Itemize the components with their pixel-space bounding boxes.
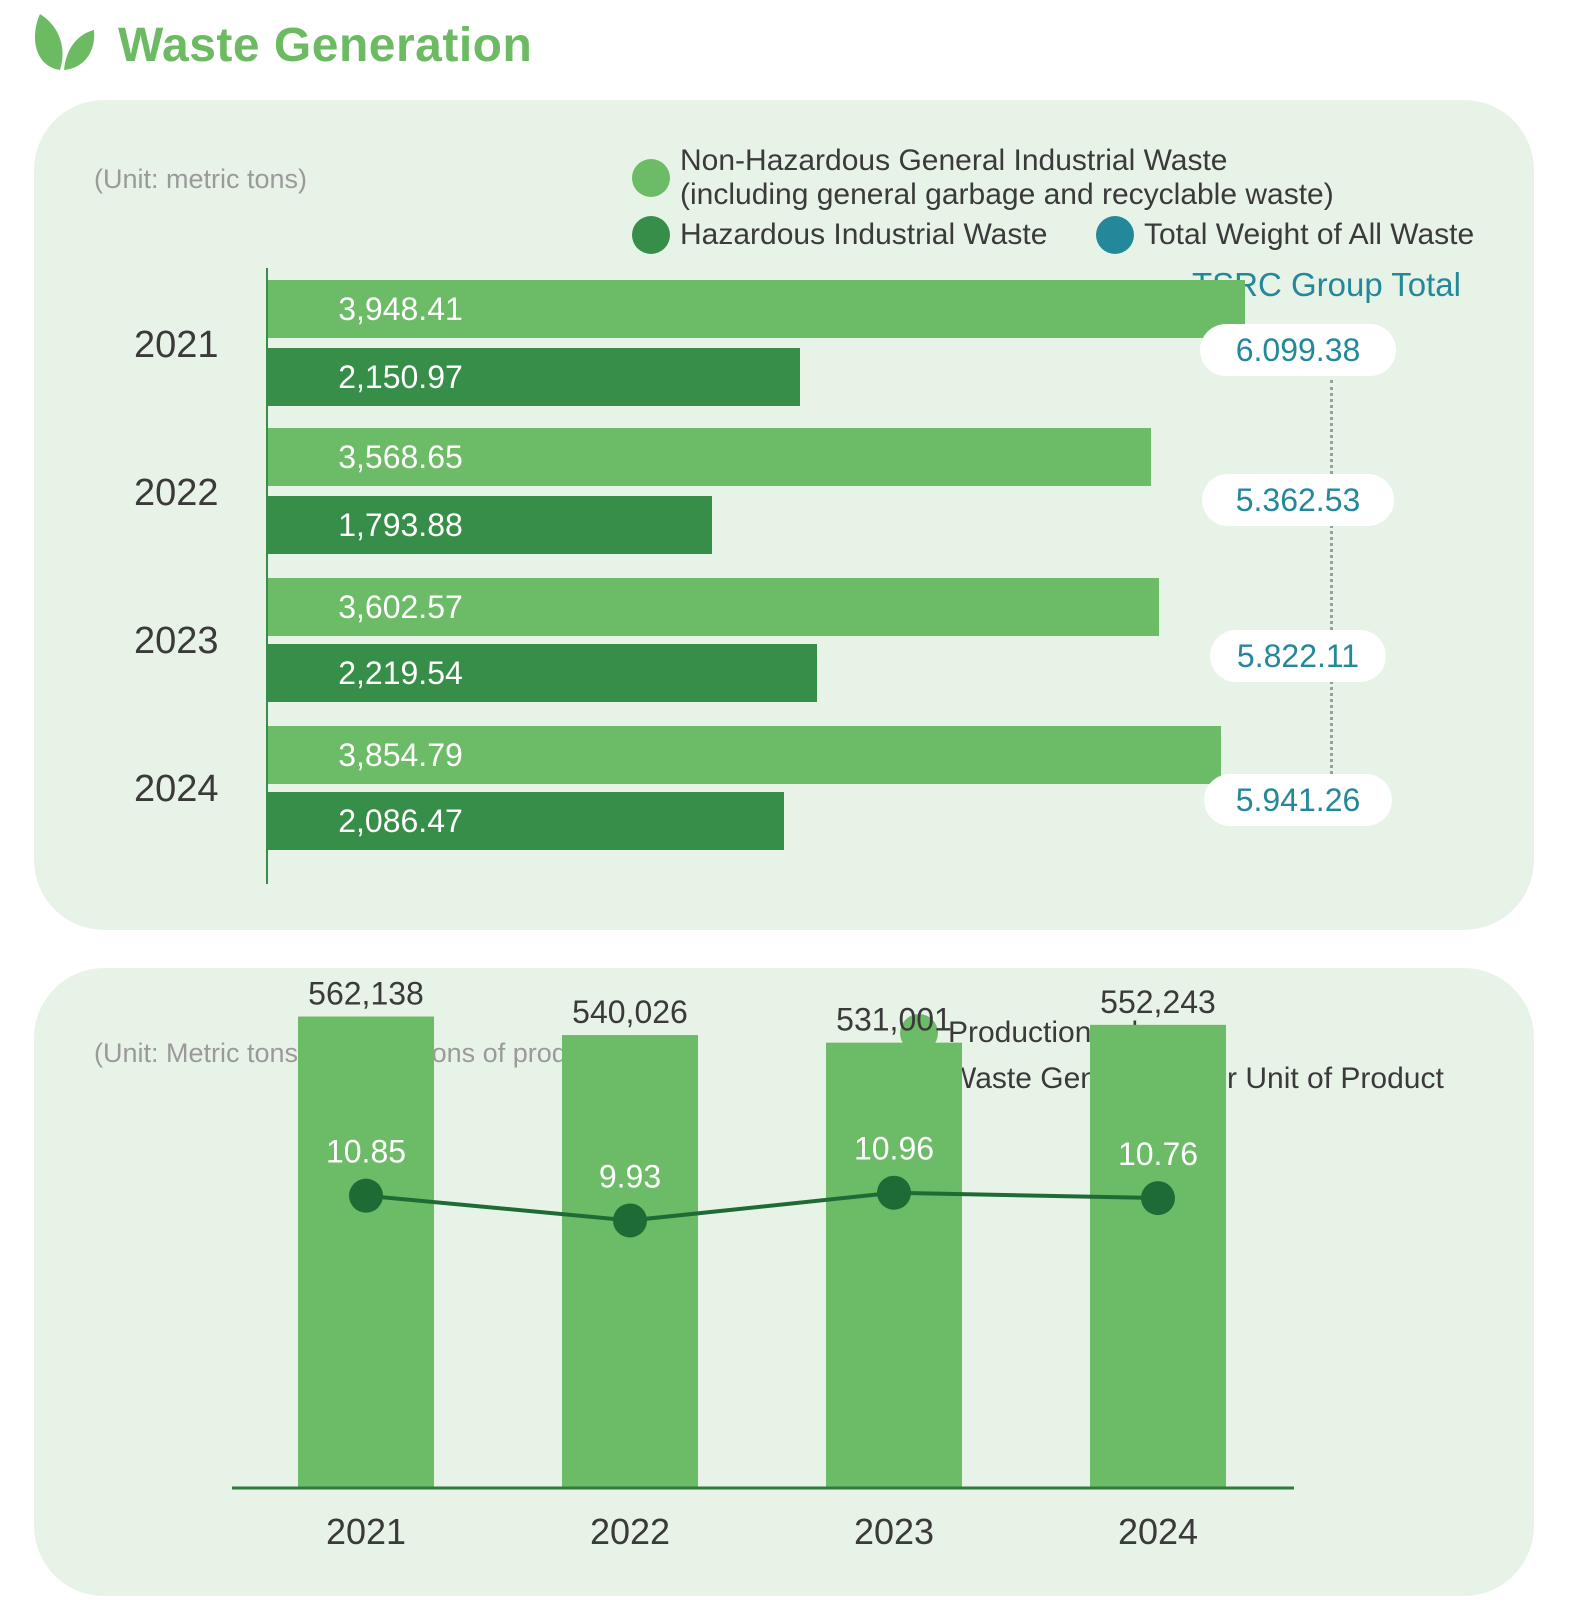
legend-non-hazardous-line1: Non-Hazardous General Industrial Waste: [680, 144, 1228, 177]
legend-swatch-teal: [1096, 216, 1134, 254]
production-value-label-2021: 562,138: [308, 976, 424, 1012]
total-pill-2024: 5.941.26: [1204, 774, 1392, 826]
y-axis-line: [266, 268, 268, 884]
waste-per-unit-point-2024: [1141, 1181, 1175, 1216]
legend-hazardous-label: Hazardous Industrial Waste: [680, 218, 1048, 251]
year-label-2024: 2024: [134, 768, 219, 810]
legend-hazardous: Hazardous Industrial Waste: [632, 216, 1047, 254]
bar-hazardous-2022: 1,793.88: [268, 496, 712, 554]
x-tick-label-2021: 2021: [326, 1511, 406, 1552]
production-panel: (Unit: Metric tons/thousand tons of prod…: [34, 968, 1534, 1596]
production-value-label-2024: 552,243: [1100, 984, 1216, 1020]
unit-label: (Unit: metric tons): [94, 164, 308, 194]
value-label: 1,793.88: [338, 506, 463, 543]
bar-non-hazardous-2022: 3,568.65: [268, 428, 1151, 486]
total-connector-line: [1330, 380, 1333, 780]
x-tick-label-2023: 2023: [854, 1511, 934, 1552]
year-label-2022: 2022: [134, 472, 219, 514]
waste-per-unit-label-2024: 10.76: [1118, 1136, 1198, 1172]
value-label: 3,854.79: [338, 736, 463, 773]
page-title: Waste Generation: [118, 19, 533, 72]
total-pill-2023: 5.822.11: [1210, 630, 1386, 682]
waste-per-unit-label-2022: 9.93: [599, 1158, 661, 1194]
year-label-2023: 2023: [134, 620, 219, 662]
header: Waste Generation: [30, 8, 730, 78]
x-tick-label-2022: 2022: [590, 1511, 670, 1552]
year-label-2021: 2021: [134, 324, 219, 366]
bar-non-hazardous-2023: 3,602.57: [268, 578, 1159, 636]
value-label: 3,948.41: [338, 290, 463, 327]
bar-hazardous-2021: 2,150.97: [268, 348, 800, 406]
legend-total: Total Weight of All Waste: [1096, 216, 1474, 254]
production-combo-chart: 562,138 2021 540,026 2022 531,001 2023 552,243…: [232, 976, 1294, 1552]
production-bar-2022: [562, 1035, 698, 1488]
leaf-icon: [34, 14, 95, 70]
legend-swatch-light: [632, 159, 670, 197]
bar-hazardous-2023: 2,219.54: [268, 644, 817, 702]
value-label: 3,602.57: [338, 588, 463, 625]
bar-non-hazardous-2021: 3,948.41: [268, 280, 1245, 338]
production-value-label-2022: 540,026: [572, 994, 688, 1030]
legend-total-label: Total Weight of All Waste: [1144, 218, 1475, 251]
waste-per-unit-label-2023: 10.96: [854, 1131, 934, 1167]
waste-per-unit-label-2021: 10.85: [326, 1134, 406, 1170]
production-bar-2023: [826, 1042, 962, 1488]
legend-swatch-dark: [632, 216, 670, 254]
value-label: 2,150.97: [338, 358, 463, 395]
total-pill-2021: 6.099.38: [1200, 324, 1396, 376]
waste-by-type-panel: (Unit: metric tons) Non-Hazardous Genera…: [34, 100, 1534, 930]
waste-per-unit-line: [365, 1190, 1159, 1223]
production-bar-2021: [298, 1016, 434, 1488]
production-bar-2024: [1090, 1024, 1226, 1488]
x-tick-label-2024: 2024: [1118, 1511, 1198, 1552]
waste-per-unit-point-2022: [613, 1203, 647, 1238]
waste-per-unit-point-2023: [877, 1175, 911, 1210]
production-value-label-2023: 531,001: [836, 1002, 952, 1038]
legend-non-hazardous: Non-Hazardous General Industrial Waste (…: [632, 144, 1334, 212]
value-label: 2,086.47: [338, 802, 463, 839]
waste-per-unit-point-2021: [349, 1178, 383, 1213]
total-pill-2022: 5.362.53: [1202, 474, 1394, 526]
bar-non-hazardous-2024: 3,854.79: [268, 726, 1222, 784]
value-label: 3,568.65: [338, 438, 463, 475]
legend-non-hazardous-line2: (including general garbage and recyclabl…: [680, 178, 1334, 211]
bar-hazardous-2024: 2,086.47: [268, 792, 784, 850]
value-label: 2,219.54: [338, 654, 463, 691]
